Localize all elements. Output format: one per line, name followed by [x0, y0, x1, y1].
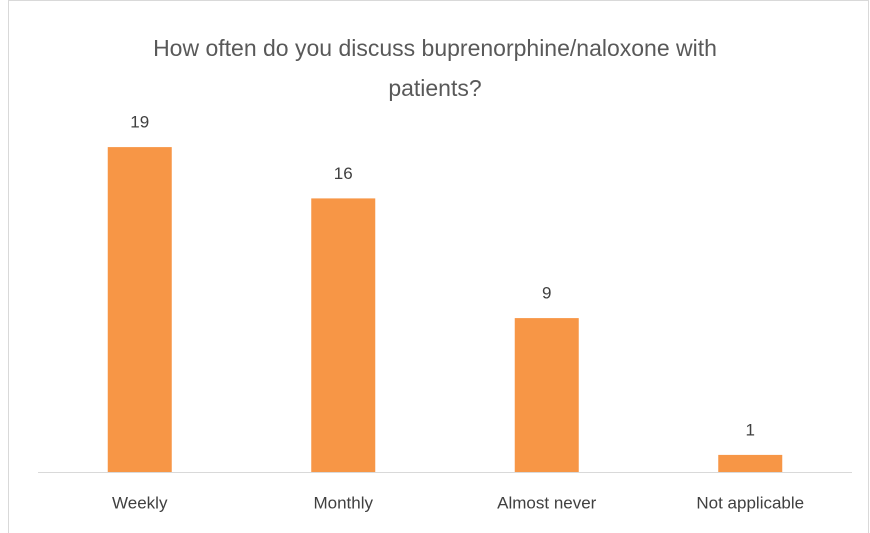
- bar: [718, 454, 783, 472]
- bar: [514, 318, 579, 472]
- data-label: 19: [130, 113, 149, 132]
- x-tick-label: Weekly: [112, 493, 168, 512]
- x-tick-label: Monthly: [313, 493, 373, 512]
- bar: [107, 147, 172, 472]
- bar: [311, 198, 376, 472]
- x-tick-label: Not applicable: [696, 493, 804, 512]
- x-tick-label: Almost never: [497, 493, 597, 512]
- data-label: 16: [334, 164, 353, 183]
- data-label: 9: [542, 284, 551, 303]
- chart-title: How often do you discuss buprenorphine/n…: [153, 35, 717, 101]
- chart-border: [8, 0, 869, 533]
- data-label: 1: [746, 420, 755, 439]
